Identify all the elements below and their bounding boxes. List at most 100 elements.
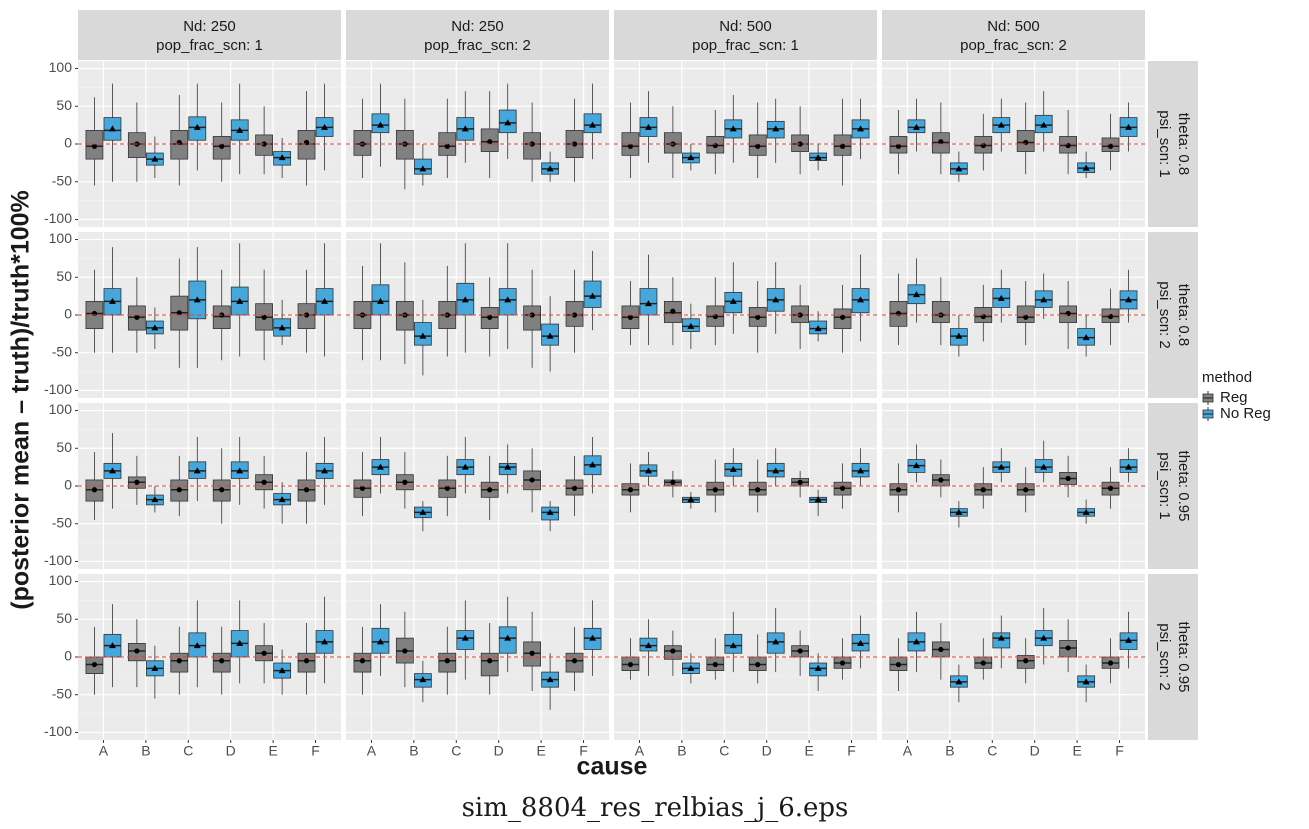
mean-point	[176, 487, 182, 493]
mean-point	[359, 658, 366, 664]
x-tick-label: D	[494, 743, 504, 759]
x-tick-label: F	[311, 743, 320, 759]
mean-point	[236, 467, 244, 474]
x-tick-label: F	[847, 743, 856, 759]
mean-point	[91, 143, 98, 149]
x-tick-label: C	[987, 743, 997, 759]
mean-point	[895, 143, 902, 149]
mean-point	[504, 634, 512, 641]
mean-point	[839, 485, 846, 491]
mean-point	[1040, 296, 1048, 303]
y-tick-label: 100	[49, 230, 73, 246]
mean-point	[193, 296, 201, 303]
mean-point	[504, 119, 512, 126]
mean-point	[546, 676, 554, 683]
legend-label: No Reg	[1220, 405, 1271, 422]
y-tick-label: 100	[49, 59, 73, 75]
mean-point	[219, 658, 225, 664]
mean-point	[895, 487, 902, 493]
mean-point	[359, 485, 366, 491]
mean-point	[912, 291, 920, 298]
y-tick-label: -100	[44, 723, 72, 739]
mean-point	[1125, 123, 1133, 130]
mean-point	[529, 477, 535, 483]
mean-point	[938, 646, 944, 653]
mean-point	[419, 508, 427, 515]
mean-point	[729, 465, 737, 472]
row-strip-label: theta: 0.95	[1175, 622, 1192, 693]
row-strip-label: psi_scn: 1	[1156, 452, 1173, 520]
mean-point	[487, 139, 493, 145]
mean-point	[321, 638, 329, 645]
mean-point	[278, 324, 286, 331]
y-tick-label: -50	[52, 172, 72, 188]
mean-point	[236, 297, 244, 304]
mean-point	[644, 467, 652, 474]
mean-point	[687, 496, 695, 503]
row-strip-label: psi_scn: 2	[1156, 623, 1173, 691]
y-tick-label: -100	[44, 552, 72, 568]
mean-point	[91, 487, 98, 493]
mean-point	[444, 143, 450, 149]
mean-point	[376, 121, 384, 128]
mean-point	[108, 125, 116, 132]
column-strip-label: pop_frac_scn: 2	[960, 37, 1067, 54]
mean-point	[193, 467, 201, 474]
y-tick-label: -50	[52, 343, 72, 359]
mean-point	[797, 648, 803, 654]
legend-label: Reg	[1220, 389, 1248, 406]
mean-point	[627, 143, 634, 149]
mean-point	[670, 479, 676, 485]
x-tick-label: A	[903, 743, 913, 759]
mean-point	[814, 664, 822, 671]
mean-point	[644, 300, 652, 307]
mean-point	[571, 141, 578, 147]
column-strip	[346, 10, 609, 60]
mean-point	[151, 155, 159, 162]
mean-point	[193, 642, 201, 649]
column-strip-label: Nd: 500	[987, 18, 1040, 35]
mean-point	[912, 638, 920, 645]
mean-point	[134, 479, 140, 485]
mean-point	[176, 658, 182, 664]
row-strip	[1148, 403, 1198, 569]
y-tick-label: 100	[49, 401, 73, 417]
mean-point	[546, 332, 554, 339]
mean-point	[797, 479, 803, 485]
mean-point	[419, 332, 427, 339]
row-strip-label: psi_scn: 1	[1156, 110, 1173, 178]
mean-point	[839, 314, 846, 320]
y-axis-title: (posterior mean – truth)/truth*100%	[7, 190, 35, 610]
mean-point	[444, 485, 450, 491]
mean-point	[1023, 314, 1029, 320]
mean-point	[419, 676, 427, 683]
y-tick-label: 0	[64, 648, 72, 664]
mean-point	[997, 463, 1005, 470]
mean-point	[814, 154, 822, 161]
mean-point	[321, 123, 329, 130]
mean-point	[857, 296, 865, 303]
mean-point	[108, 467, 116, 474]
mean-point	[571, 485, 578, 491]
mean-point	[236, 126, 244, 133]
mean-point	[176, 310, 182, 316]
mean-point	[997, 634, 1005, 641]
mean-point	[151, 496, 159, 503]
mean-point	[151, 664, 159, 671]
row-strip-label: theta: 0.8	[1175, 113, 1192, 176]
mean-point	[261, 141, 267, 147]
y-tick-label: 50	[56, 97, 72, 113]
mean-point	[589, 634, 597, 641]
mean-point	[895, 661, 902, 668]
mean-point	[321, 297, 329, 304]
mean-point	[546, 165, 554, 172]
mean-point	[772, 125, 780, 132]
mean-point	[1040, 463, 1048, 470]
x-tick-label: C	[183, 743, 193, 759]
column-strip-label: pop_frac_scn: 1	[156, 37, 263, 54]
x-tick-label: B	[677, 743, 686, 759]
mean-point	[134, 314, 140, 320]
mean-point	[219, 143, 225, 149]
x-tick-label: A	[635, 743, 645, 759]
